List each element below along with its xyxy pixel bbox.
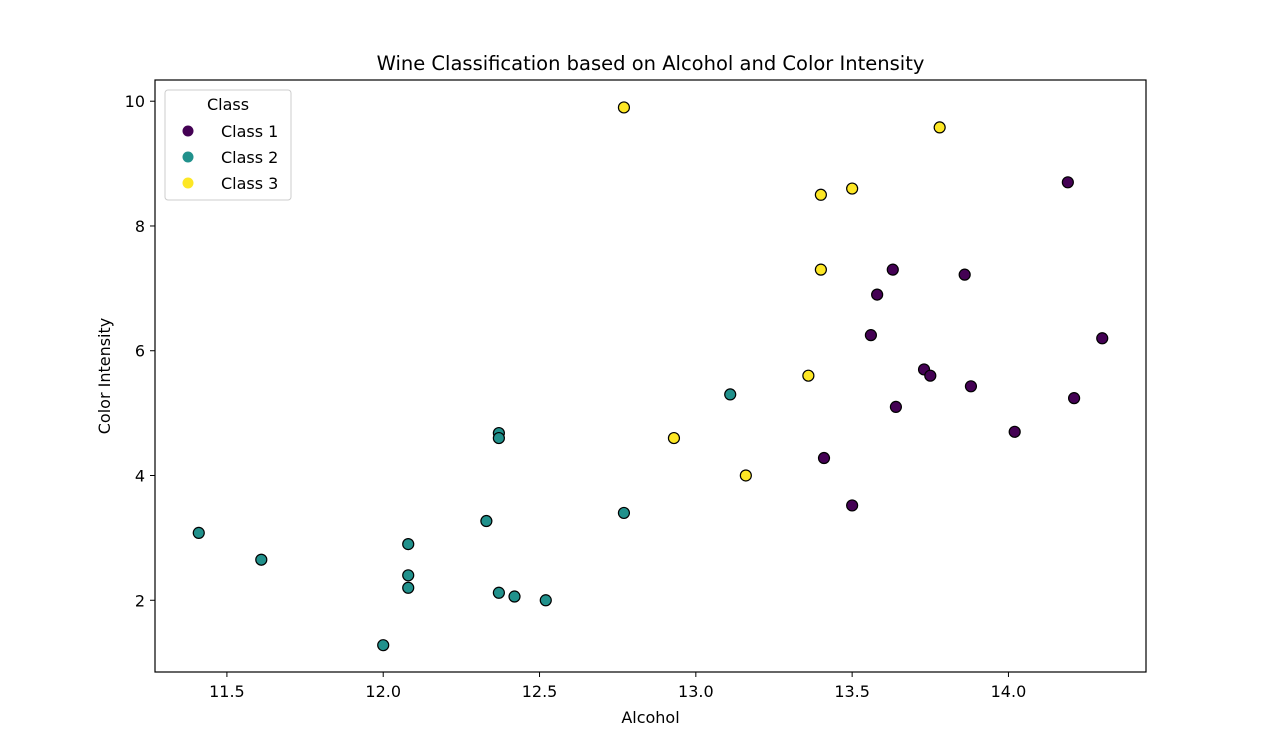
plot-area-frame <box>154 79 1147 673</box>
data-point <box>802 369 815 382</box>
data-point <box>539 594 552 607</box>
data-point <box>192 526 205 539</box>
y-tick-label: 2 <box>135 591 145 610</box>
x-tick-label: 12.5 <box>522 682 558 701</box>
data-point <box>402 581 415 594</box>
data-point <box>1067 392 1081 405</box>
data-point <box>846 182 859 195</box>
data-point <box>958 268 971 281</box>
data-point <box>617 101 631 114</box>
data-point <box>667 431 681 445</box>
legend-marker <box>182 177 194 189</box>
data-point <box>1008 425 1021 438</box>
data-point <box>864 329 877 342</box>
data-point <box>492 586 505 599</box>
data-point <box>402 569 415 582</box>
data-point <box>846 499 859 512</box>
legend-box <box>164 89 292 201</box>
data-point <box>886 263 899 276</box>
data-point <box>871 288 884 301</box>
data-point <box>724 388 737 401</box>
x-axis-title: Alcohol <box>621 708 679 727</box>
legend-label: Class 1 <box>221 122 278 141</box>
y-tick-label: 4 <box>135 466 145 485</box>
x-axis: 11.5 12.0 12.5 13.0 13.5 14.0 <box>209 672 1026 701</box>
legend: Class Class 1 Class 2 Class 3 <box>164 89 292 201</box>
data-point <box>402 538 415 551</box>
data-point <box>617 506 631 520</box>
data-point <box>814 263 827 276</box>
x-tick-label: 14.0 <box>991 682 1027 701</box>
data-point <box>817 451 831 465</box>
data-point <box>933 121 946 134</box>
y-axis-title: Color Intensity <box>95 318 114 435</box>
y-tick-label: 6 <box>135 342 145 361</box>
x-tick-label: 13.5 <box>834 682 870 701</box>
data-points <box>192 101 1109 652</box>
legend-marker <box>182 125 194 137</box>
legend-label: Class 3 <box>221 174 278 193</box>
chart-title: Wine Classification based on Alcohol and… <box>377 52 925 75</box>
x-tick-label: 13.0 <box>678 682 714 701</box>
data-point <box>1061 176 1074 189</box>
data-point <box>964 380 978 393</box>
x-tick-label: 12.0 <box>365 682 401 701</box>
x-tick-label: 11.5 <box>209 682 245 701</box>
legend-title: Class <box>207 95 249 114</box>
y-tick-label: 10 <box>125 92 145 111</box>
y-axis: 2 4 6 8 10 <box>125 92 155 610</box>
data-point <box>739 469 752 482</box>
data-point <box>814 188 827 201</box>
data-point <box>1096 332 1109 345</box>
data-point <box>924 369 937 382</box>
data-point <box>492 431 505 445</box>
legend-marker <box>182 151 194 163</box>
data-point <box>508 590 521 603</box>
data-point <box>480 514 493 528</box>
legend-label: Class 2 <box>221 148 278 167</box>
data-point <box>889 400 903 413</box>
data-point <box>377 639 390 652</box>
data-point <box>255 553 268 566</box>
y-tick-label: 8 <box>135 217 145 236</box>
